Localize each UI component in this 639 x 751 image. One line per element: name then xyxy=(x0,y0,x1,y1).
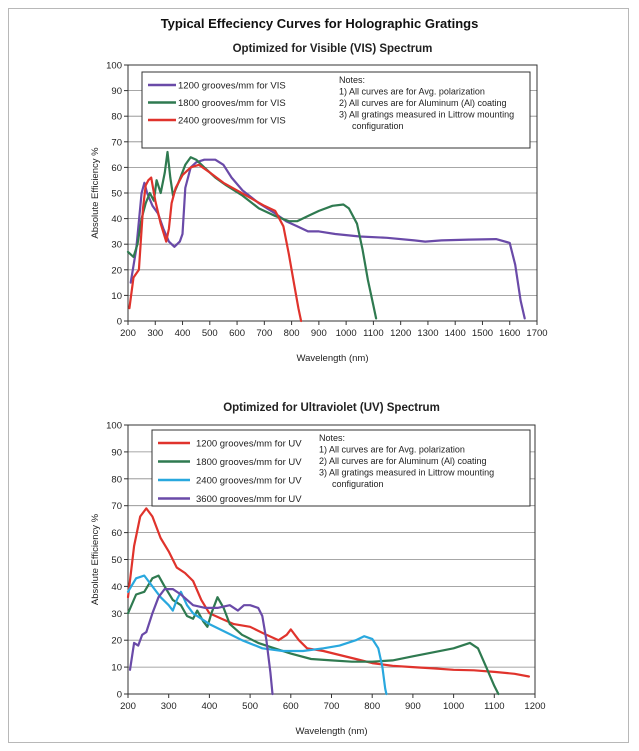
legend-label: 2400 grooves/mm for UV xyxy=(196,476,302,487)
legend-note: configuration xyxy=(332,479,384,489)
x-tick-label: 1200 xyxy=(390,328,411,339)
x-tick-label: 200 xyxy=(120,701,136,712)
legend-note: Notes: xyxy=(319,433,345,443)
x-axis-label: Wavelength (nm) xyxy=(297,353,369,364)
x-tick-label: 800 xyxy=(364,701,380,712)
legend-note: 1) All curves are for Avg. polarization xyxy=(339,87,485,97)
legend-note: 3) All gratings measured in Littrow moun… xyxy=(339,110,514,120)
y-tick-label: 60 xyxy=(111,528,122,539)
x-tick-label: 300 xyxy=(147,328,163,339)
y-tick-label: 100 xyxy=(106,61,122,72)
x-tick-label: 600 xyxy=(283,701,299,712)
legend: 1200 grooves/mm for VIS 1800 grooves/mm f… xyxy=(141,71,531,149)
legend-note: Notes: xyxy=(339,75,365,85)
y-tick-label: 70 xyxy=(111,501,122,512)
x-tick-label: 1700 xyxy=(526,328,547,339)
y-axis-label: Absolute Efficiency % xyxy=(90,513,101,605)
legend-label: 3600 grooves/mm for UV xyxy=(196,494,302,505)
series-line-2 xyxy=(126,574,500,696)
x-tick-label: 900 xyxy=(311,328,327,339)
y-tick-label: 90 xyxy=(111,447,122,458)
y-axis-label: Absolute Efficiency % xyxy=(90,147,101,239)
legend-note: 1) All curves are for Avg. polarization xyxy=(319,445,465,455)
y-tick-label: 30 xyxy=(111,240,122,251)
y-tick-label: 80 xyxy=(111,474,122,485)
legend-note: 2) All curves are for Aluminum (Al) coat… xyxy=(339,98,507,108)
x-tick-label: 1000 xyxy=(443,701,464,712)
legend-label: 1800 grooves/mm for UV xyxy=(196,457,302,468)
x-tick-label: 400 xyxy=(201,701,217,712)
legend-label: 1200 grooves/mm for UV xyxy=(196,439,302,450)
legend-label: 1800 grooves/mm for VIS xyxy=(178,98,286,109)
series-line-1 xyxy=(126,507,530,678)
legend: 1200 grooves/mm for UV 1800 grooves/mm fo… xyxy=(151,429,531,507)
y-tick-label: 20 xyxy=(111,265,122,276)
x-tick-label: 600 xyxy=(229,328,245,339)
x-tick-label: 700 xyxy=(256,328,272,339)
x-tick-label: 1100 xyxy=(363,328,383,339)
x-tick-label: 800 xyxy=(284,328,300,339)
x-tick-label: 1000 xyxy=(336,328,357,339)
page-title: Typical Effeciency Curves for Holographi… xyxy=(160,16,479,31)
legend-label: 1200 grooves/mm for VIS xyxy=(178,81,286,92)
x-tick-label: 400 xyxy=(175,328,191,339)
x-tick-label: 1500 xyxy=(472,328,493,339)
x-tick-label: 500 xyxy=(202,328,218,339)
x-tick-label: 1400 xyxy=(445,328,466,339)
y-tick-label: 40 xyxy=(111,582,122,593)
x-tick-label: 200 xyxy=(120,328,136,339)
y-tick-label: 20 xyxy=(111,636,122,647)
x-axis-label: Wavelength (nm) xyxy=(296,726,368,737)
legend-box xyxy=(151,429,531,507)
x-tick-label: 700 xyxy=(324,701,340,712)
y-tick-label: 10 xyxy=(111,291,122,302)
y-tick-label: 70 xyxy=(111,137,122,148)
y-tick-label: 50 xyxy=(111,555,122,566)
series-line-4 xyxy=(128,588,274,696)
chart-1: Optimized for Visible (VIS) Spectrum 0 10 2… xyxy=(90,43,548,364)
series-line-1 xyxy=(129,158,526,320)
x-tick-label: 1300 xyxy=(417,328,438,339)
chart-title: Optimized for Ultraviolet (UV) Spectrum xyxy=(223,402,440,414)
x-tick-label: 1200 xyxy=(524,701,545,712)
legend-box xyxy=(141,71,531,149)
figure-frame xyxy=(8,8,629,743)
x-tick-label: 1600 xyxy=(499,328,520,339)
chart-title: Optimized for Visible (VIS) Spectrum xyxy=(233,43,433,55)
legend-label: 2400 grooves/mm for VIS xyxy=(178,116,286,127)
chart-2: Optimized for Ultraviolet (UV) Spectrum 0… xyxy=(90,402,546,737)
y-tick-label: 40 xyxy=(111,214,122,225)
legend-note: 2) All curves are for Aluminum (Al) coat… xyxy=(319,456,487,466)
series-line-3 xyxy=(128,163,303,323)
legend-note: configuration xyxy=(352,121,404,131)
y-tick-label: 0 xyxy=(117,690,122,701)
y-tick-label: 60 xyxy=(111,163,122,174)
y-tick-label: 0 xyxy=(117,317,122,328)
y-tick-label: 50 xyxy=(111,189,122,200)
legend-note: 3) All gratings measured in Littrow moun… xyxy=(319,468,494,478)
x-tick-label: 1100 xyxy=(484,701,504,712)
y-tick-label: 90 xyxy=(111,86,122,97)
y-tick-label: 30 xyxy=(111,609,122,620)
y-tick-label: 10 xyxy=(111,663,122,674)
series-line-3 xyxy=(126,574,388,696)
x-tick-label: 300 xyxy=(161,701,177,712)
x-tick-label: 500 xyxy=(242,701,258,712)
x-tick-label: 900 xyxy=(405,701,421,712)
y-tick-label: 100 xyxy=(106,421,122,432)
y-tick-label: 80 xyxy=(111,112,122,123)
